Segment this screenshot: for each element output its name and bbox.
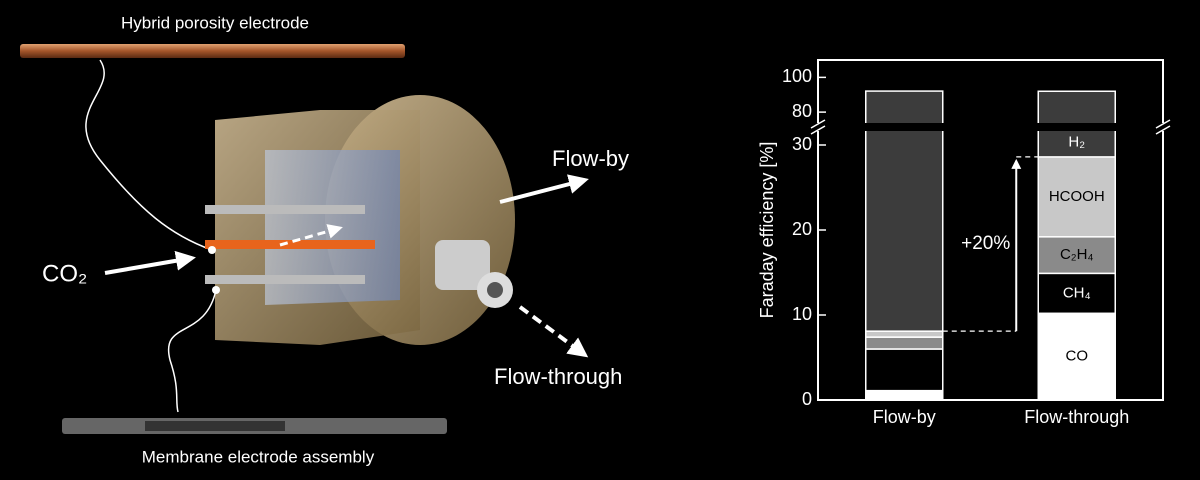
segment-label: CO <box>1066 348 1089 365</box>
bar-segment <box>865 90 944 332</box>
y-tick-label: 0 <box>802 389 812 409</box>
bottom-electrode-membrane <box>145 421 285 431</box>
x-tick-label: Flow-through <box>1024 407 1129 427</box>
bar-segment <box>865 336 944 350</box>
bar-segment <box>865 348 944 392</box>
y-tick-label: 20 <box>792 219 812 239</box>
annotation: +20% <box>961 233 1010 254</box>
y-tick-label: 30 <box>792 134 812 154</box>
axis-break <box>814 123 1167 131</box>
fitting <box>435 240 490 290</box>
label: CO₂ <box>42 260 87 287</box>
rod <box>205 205 365 214</box>
segment-label: CH₄ <box>1063 284 1091 301</box>
y-tick-label: 100 <box>782 66 812 86</box>
label: Flow-through <box>494 364 622 389</box>
y-tick-label: 80 <box>792 101 812 121</box>
label: Hybrid porosity electrode <box>121 13 309 32</box>
axis-break-mark <box>1155 125 1171 135</box>
bar-segment <box>1037 236 1116 275</box>
wire <box>167 289 217 413</box>
bar-segment <box>865 389 944 401</box>
label: Membrane electrode assembly <box>142 447 375 466</box>
flow-by-arrow <box>499 174 589 204</box>
rod <box>205 275 365 284</box>
y-tick-label: 10 <box>792 304 812 324</box>
illustration: Hybrid porosity electrode Flow-by CO₂ Fl… <box>20 13 629 466</box>
wire <box>85 59 213 251</box>
segment-label: C₂H₄ <box>1060 246 1094 263</box>
bar-segment <box>1037 156 1116 238</box>
bar-segment <box>1037 312 1116 401</box>
fitting <box>487 282 503 298</box>
electrode-rod <box>205 240 375 249</box>
x-tick-label: Flow-by <box>873 407 936 427</box>
inlet-arrow <box>104 250 196 275</box>
chart: Faraday efficiency [%] 0 10 20 30 80 100 Flow-… <box>757 59 1171 427</box>
flow-arrow <box>279 224 343 247</box>
top-electrode-rod <box>20 44 405 58</box>
axis-break-mark <box>1155 119 1171 129</box>
bar-segment <box>865 330 944 338</box>
label: Flow-by <box>552 146 629 171</box>
flow-through-arrow <box>518 305 589 358</box>
axis-break-mark <box>810 119 826 129</box>
segment-label: HCOOH <box>1049 188 1105 205</box>
bar-segment <box>1037 272 1116 315</box>
axis-break-mark <box>810 125 826 135</box>
contact <box>208 246 216 254</box>
y-axis-label: Faraday efficiency [%] <box>757 142 777 319</box>
segment-label: H₂ <box>1068 133 1085 150</box>
